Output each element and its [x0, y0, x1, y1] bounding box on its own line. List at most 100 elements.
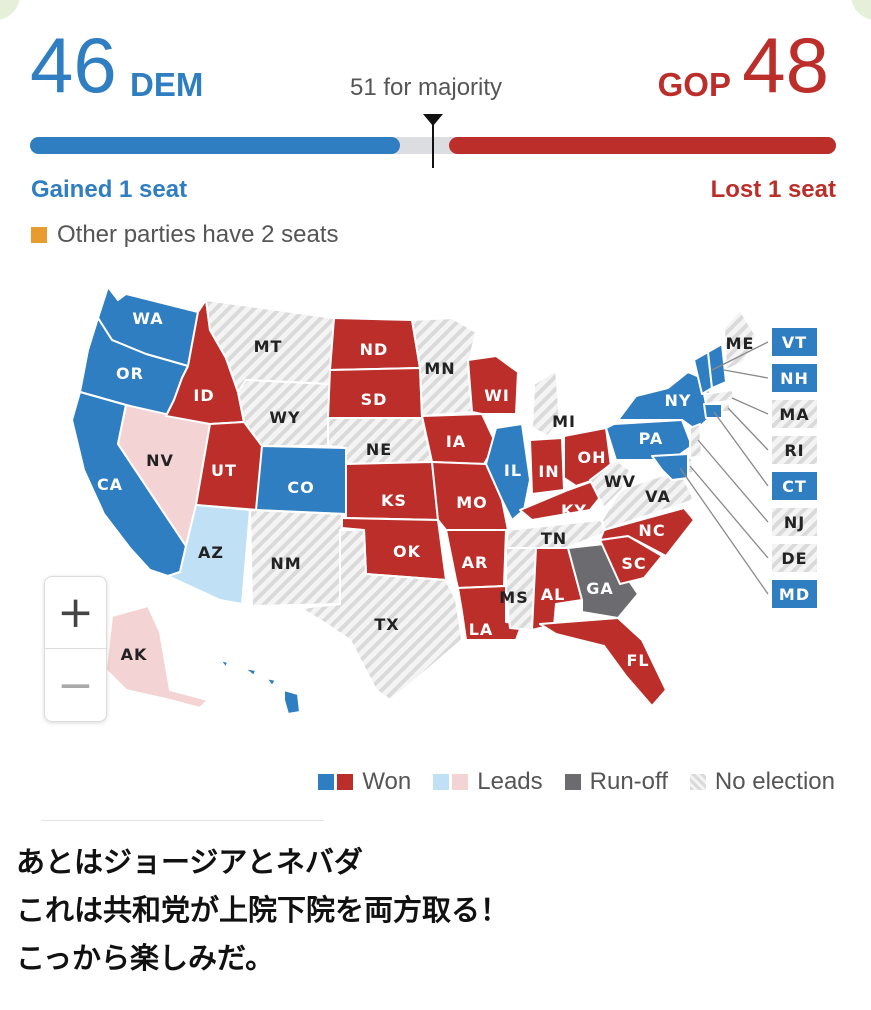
leader-line-vt — [711, 341, 769, 371]
dem-party-label: DEM — [130, 66, 204, 103]
state-label-nd: ND — [360, 340, 389, 359]
dem-seat-count: 46 — [30, 21, 117, 109]
state-label-ut: UT — [211, 461, 237, 480]
state-label-wi: WI — [484, 386, 510, 405]
state-label-id: ID — [193, 386, 214, 405]
dem-change: Gained 1 seat — [31, 176, 188, 203]
state-label-al: AL — [541, 585, 566, 604]
state-md[interactable] — [651, 453, 689, 481]
leader-line-de — [689, 465, 769, 559]
state-label-nh: NH — [780, 369, 809, 388]
legend-swatch-runoff — [564, 774, 581, 790]
state-label-ky: KY — [561, 501, 587, 520]
legend-swatch-dem-leads — [433, 774, 450, 790]
legend-runoff: Run-off — [564, 768, 668, 796]
state-box-ri[interactable] — [772, 436, 817, 464]
state-il[interactable] — [485, 423, 531, 521]
us-senate-map[interactable]: WA OR CA NV ID MT WY UT CO AZ NM ND SD NE KS OK TX MN IA MO… — [0, 0, 871, 810]
state-label-ny: NY — [665, 391, 692, 410]
state-nj[interactable] — [689, 423, 703, 459]
state-label-ms: MS — [499, 588, 528, 607]
majority-marker-icon — [423, 114, 443, 126]
state-label-fl: FL — [626, 651, 649, 670]
state-label-wa: WA — [132, 309, 163, 328]
state-nc[interactable] — [599, 507, 695, 557]
state-label-in: IN — [538, 462, 559, 481]
state-label-az: AZ — [198, 543, 224, 562]
state-wv[interactable] — [589, 459, 631, 509]
state-label-or: OR — [116, 364, 144, 383]
state-label-ne: NE — [366, 440, 392, 459]
state-label-sc: SC — [621, 554, 646, 573]
majority-line — [432, 124, 434, 168]
state-fl[interactable] — [539, 617, 667, 707]
legend-swatch-gop-won — [337, 774, 354, 790]
map-legend: Won Leads Run-off No election — [296, 768, 835, 796]
majority-threshold: 51 for majority — [350, 74, 503, 101]
other-parties-note: Other parties have 2 seats — [31, 221, 338, 249]
state-label-tn: TN — [541, 529, 567, 548]
leader-line-md — [679, 467, 769, 595]
state-wi[interactable] — [467, 355, 519, 415]
state-box-nj[interactable] — [772, 508, 817, 536]
gop-change: Lost 1 seat — [710, 176, 836, 203]
state-label-nj: NJ — [784, 513, 805, 532]
state-label-oh: OH — [578, 448, 607, 467]
state-label-wy: WY — [269, 408, 300, 427]
dem-seat-bar — [30, 137, 400, 154]
state-box-md[interactable] — [772, 580, 817, 608]
state-label-co: CO — [287, 478, 314, 497]
state-box-ma[interactable] — [772, 400, 817, 428]
state-label-hi: HI — [241, 697, 262, 716]
state-ms[interactable] — [505, 547, 537, 631]
state-label-mi: MI — [552, 412, 576, 431]
state-box-nh[interactable] — [772, 364, 817, 392]
state-tn[interactable] — [505, 519, 613, 549]
state-label-la: LA — [469, 620, 494, 639]
state-hi[interactable] — [219, 659, 301, 715]
legend-leads-label: Leads — [477, 768, 543, 795]
leader-line-nj — [697, 439, 769, 523]
state-label-vt: VT — [782, 333, 807, 352]
zoom-in-button[interactable]: + — [45, 577, 106, 649]
state-label-ca: CA — [97, 475, 123, 494]
leader-line-ri — [727, 407, 769, 451]
state-box-vt[interactable] — [772, 328, 817, 356]
legend-swatch-no-election — [689, 774, 706, 790]
state-label-mo: MO — [456, 493, 488, 512]
state-mi[interactable] — [531, 369, 561, 437]
caption-line: これは共和党が上院下院を両方取る！ — [16, 893, 510, 927]
state-label-mn: MN — [424, 359, 455, 378]
zoom-out-button[interactable]: − — [57, 659, 94, 711]
state-label-mt: MT — [254, 337, 283, 356]
state-label-ok: OK — [393, 542, 421, 561]
state-box-ct[interactable] — [772, 472, 817, 500]
state-nh[interactable] — [707, 343, 727, 389]
state-label-sd: SD — [361, 390, 388, 409]
gop-seat-count: 48 — [742, 21, 829, 109]
divider — [42, 820, 324, 821]
other-parties-swatch — [31, 227, 47, 243]
state-box-de[interactable] — [772, 544, 817, 572]
state-az[interactable] — [167, 504, 251, 605]
state-label-md: MD — [779, 585, 810, 604]
state-label-me: ME — [726, 334, 755, 353]
state-label-ct: CT — [782, 477, 807, 496]
state-label-ma: MA — [779, 405, 809, 424]
other-parties-text: Other parties have 2 seats — [57, 221, 339, 248]
legend-swatch-gop-leads — [452, 774, 469, 790]
state-label-ga: GA — [586, 579, 614, 598]
state-ct[interactable] — [703, 403, 723, 419]
legend-won-label: Won — [362, 768, 412, 795]
caption-line: あとはジョージアとネバダ — [16, 845, 363, 879]
zoom-control: + − — [44, 576, 107, 722]
state-in[interactable] — [529, 437, 565, 495]
post-caption: あとはジョージアとネバダ これは共和党が上院下院を両方取る！ こっから楽しみだ。 — [16, 838, 509, 982]
leader-line-ma — [731, 397, 769, 415]
state-label-ak: AK — [121, 645, 148, 664]
state-label-nv: NV — [146, 451, 174, 470]
state-tx[interactable] — [299, 529, 463, 701]
state-label-de: DE — [781, 549, 807, 568]
state-ak[interactable] — [105, 605, 209, 709]
gop-party-label: GOP — [657, 66, 731, 103]
